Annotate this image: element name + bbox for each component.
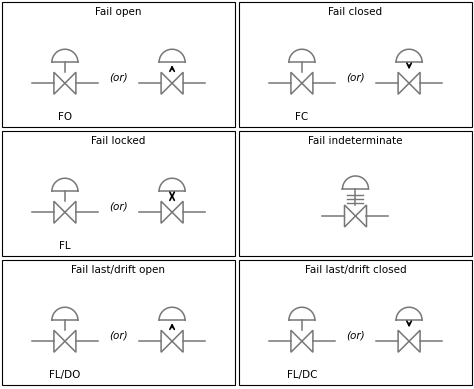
Text: (or): (or) — [346, 331, 365, 341]
Text: FL/DC: FL/DC — [287, 370, 317, 380]
Text: Fail indeterminate: Fail indeterminate — [308, 136, 403, 146]
Text: (or): (or) — [109, 202, 128, 212]
Text: (or): (or) — [109, 331, 128, 341]
Text: (or): (or) — [346, 73, 365, 83]
Text: Fail locked: Fail locked — [91, 136, 146, 146]
Text: Fail last/drift open: Fail last/drift open — [72, 265, 165, 275]
Text: FC: FC — [295, 112, 309, 122]
Bar — [239, 131, 472, 256]
Text: Fail open: Fail open — [95, 7, 142, 17]
Bar — [2, 131, 235, 256]
Bar — [2, 2, 235, 127]
Bar — [239, 2, 472, 127]
Text: Fail closed: Fail closed — [328, 7, 383, 17]
Bar — [239, 260, 472, 385]
Text: FO: FO — [58, 112, 72, 122]
Text: FL: FL — [59, 241, 71, 251]
Text: (or): (or) — [109, 73, 128, 83]
Text: Fail last/drift closed: Fail last/drift closed — [305, 265, 406, 275]
Text: FL/DO: FL/DO — [49, 370, 81, 380]
Bar — [2, 260, 235, 385]
